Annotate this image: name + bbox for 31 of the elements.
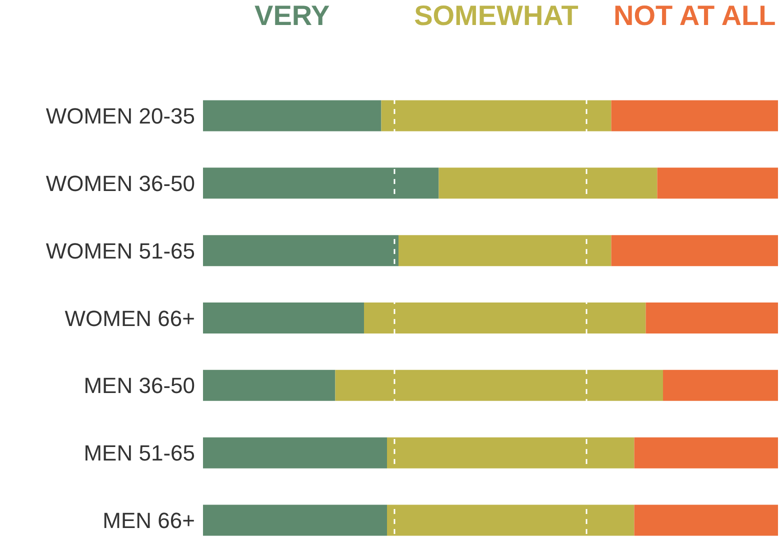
bar <box>646 302 778 334</box>
bar <box>611 100 778 132</box>
bar <box>203 235 398 266</box>
bar <box>663 370 778 401</box>
bar <box>203 302 364 334</box>
y-tick-label: WOMEN 51-65 <box>46 238 195 264</box>
bar <box>335 370 663 401</box>
bar <box>364 302 646 334</box>
bar <box>634 437 778 468</box>
y-tick-label: WOMEN 36-50 <box>46 170 195 196</box>
bar <box>387 504 634 536</box>
y-tick-label: WOMEN 66+ <box>64 306 195 331</box>
bar <box>203 437 387 468</box>
bar <box>398 235 612 266</box>
bar <box>634 504 778 536</box>
bar <box>203 370 336 401</box>
bar <box>203 100 382 132</box>
bar <box>203 504 387 536</box>
text: SOMEWHAT <box>413 0 580 32</box>
y-tick-label: MEN 36-50 <box>84 373 195 398</box>
text: VERY <box>254 0 331 32</box>
y-tick-label: WOMEN 20-35 <box>46 104 195 129</box>
y-tick-label: MEN 66+ <box>102 508 195 534</box>
y-tick-label: MEN 51-65 <box>84 440 195 466</box>
bar <box>657 168 778 199</box>
bar <box>611 235 778 266</box>
bar <box>203 168 439 199</box>
text: NOT AT ALL <box>612 0 777 32</box>
bar <box>438 168 658 199</box>
bar <box>387 437 634 468</box>
bar <box>381 100 612 132</box>
